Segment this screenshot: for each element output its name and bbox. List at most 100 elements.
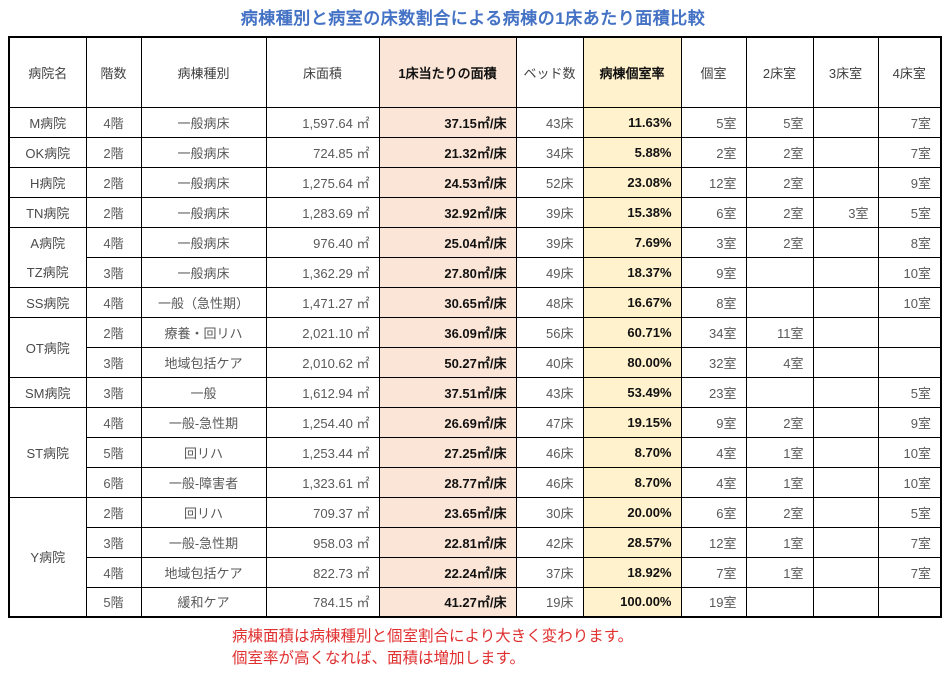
area-per-bed-cell: 21.32㎡/床: [378, 136, 517, 168]
floor-area-cell: 822.73 ㎡: [265, 556, 380, 588]
table-row: 3階 一般-急性期 958.03 ㎡ 22.81㎡/床 42床 28.57% 1…: [9, 526, 942, 558]
hospital-cell: OK病院: [8, 136, 87, 168]
three-bed-room-cell: [812, 436, 879, 468]
four-bed-room-cell: 8室: [877, 226, 942, 258]
four-bed-room-cell: 9室: [877, 166, 942, 198]
private-room-cell: 2室: [680, 136, 747, 168]
three-bed-room-cell: [812, 256, 879, 288]
floor-cell: 4階: [85, 406, 142, 438]
note-line-2: 個室率が高くなれば、面積は増加します。: [232, 650, 525, 668]
private-room-cell: 32室: [680, 346, 747, 378]
three-bed-room-cell: [812, 136, 879, 168]
private-rate-cell: 5.88%: [582, 136, 682, 168]
floor-area-cell: 1,597.64 ㎡: [265, 106, 380, 138]
private-room-cell: 7室: [680, 556, 747, 588]
private-rate-cell: 53.49%: [582, 376, 682, 408]
hospital-cell: TN病院: [8, 196, 87, 228]
floor-area-cell: 1,254.40 ㎡: [265, 406, 380, 438]
area-per-bed-cell: 22.24㎡/床: [378, 556, 517, 588]
ward-type-cell: 一般: [140, 376, 267, 408]
two-bed-room-cell: [745, 256, 814, 288]
four-bed-room-cell: [877, 316, 942, 348]
beds-cell: 43床: [515, 376, 584, 408]
col-header-two-bed-room: 2床室: [745, 36, 814, 108]
floor-area-cell: 1,471.27 ㎡: [265, 286, 380, 318]
ward-type-cell: 一般-急性期: [140, 526, 267, 558]
col-header-four-bed-room: 4床室: [877, 36, 942, 108]
hospital-cell: A病院: [8, 226, 87, 257]
header-row: 病院名 階数 病棟種別 床面積 1床当たりの面積 ベッド数 病棟個室率 個室 2…: [8, 36, 942, 108]
beds-cell: 40床: [515, 346, 584, 378]
three-bed-room-cell: [812, 466, 879, 498]
ward-type-cell: 一般病床: [140, 106, 267, 138]
three-bed-room-cell: [812, 376, 879, 408]
beds-cell: 46床: [515, 436, 584, 468]
three-bed-room-cell: [812, 496, 879, 528]
beds-cell: 19床: [515, 586, 584, 618]
three-bed-room-cell: [812, 346, 879, 378]
ward-type-cell: 療養・回リハ: [140, 316, 267, 348]
ward-type-cell: 地域包括ケア: [140, 346, 267, 378]
floor-area-cell: 1,253.44 ㎡: [265, 436, 380, 468]
floor-cell: 4階: [85, 286, 142, 318]
two-bed-room-cell: 1室: [745, 526, 814, 558]
hospital-cell: ST病院: [8, 406, 87, 498]
beds-cell: 52床: [515, 166, 584, 198]
table-row: SS病院 4階 一般（急性期） 1,471.27 ㎡ 30.65㎡/床 48床 …: [8, 286, 942, 318]
private-room-cell: 12室: [680, 166, 747, 198]
three-bed-room-cell: [812, 316, 879, 348]
private-room-cell: 23室: [680, 376, 747, 408]
floor-cell: 3階: [85, 346, 142, 378]
three-bed-room-cell: [812, 586, 879, 618]
ward-type-cell: 一般病床: [140, 226, 267, 258]
three-bed-room-cell: [812, 406, 879, 438]
table-row: 3階 地域包括ケア 2,010.62 ㎡ 50.27㎡/床 40床 80.00%…: [9, 346, 942, 378]
floor-area-cell: 1,283.69 ㎡: [265, 196, 380, 228]
table-row: 4階 地域包括ケア 822.73 ㎡ 22.24㎡/床 37床 18.92% 7…: [9, 556, 942, 588]
table-row: ST病院 4階 一般-急性期 1,254.40 ㎡ 26.69㎡/床 47床 1…: [8, 406, 942, 498]
two-bed-room-cell: [745, 376, 814, 408]
floor-cell: 6階: [85, 466, 142, 498]
private-rate-cell: 15.38%: [582, 196, 682, 228]
two-bed-room-cell: 1室: [745, 436, 814, 468]
four-bed-room-cell: 5室: [877, 196, 942, 228]
floor-area-cell: 709.37 ㎡: [265, 496, 380, 528]
four-bed-room-cell: 7室: [877, 106, 942, 138]
ward-type-cell: 回リハ: [140, 436, 267, 468]
col-header-three-bed-room: 3床室: [812, 36, 879, 108]
private-rate-cell: 23.08%: [582, 166, 682, 198]
two-bed-room-cell: [745, 286, 814, 318]
col-header-hospital: 病院名: [8, 36, 87, 108]
hospital-cell: TZ病院: [8, 257, 87, 288]
floor-area-cell: 2,021.10 ㎡: [265, 316, 380, 348]
three-bed-room-cell: [812, 556, 879, 588]
two-bed-room-cell: 1室: [745, 466, 814, 498]
private-rate-cell: 100.00%: [582, 586, 682, 618]
two-bed-room-cell: 4室: [745, 346, 814, 378]
private-rate-cell: 20.00%: [582, 496, 682, 528]
two-bed-room-cell: 1室: [745, 556, 814, 588]
two-bed-room-cell: [745, 586, 814, 618]
three-bed-room-cell: 3室: [812, 196, 879, 228]
area-per-bed-cell: 41.27㎡/床: [378, 586, 517, 618]
area-per-bed-cell: 32.92㎡/床: [378, 196, 517, 228]
two-bed-room-cell: 11室: [745, 316, 814, 348]
area-per-bed-cell: 23.65㎡/床: [378, 496, 517, 528]
four-bed-room-cell: 7室: [877, 556, 942, 588]
two-bed-room-cell: 2室: [745, 406, 814, 438]
table-row: M病院 4階 一般病床 1,597.64 ㎡ 37.15㎡/床 43床 11.6…: [8, 106, 942, 138]
beds-cell: 39床: [515, 226, 584, 258]
ward-type-cell: 一般病床: [140, 256, 267, 288]
four-bed-room-cell: 5室: [877, 496, 942, 528]
floor-area-cell: 1,612.94 ㎡: [265, 376, 380, 408]
area-per-bed-cell: 25.04㎡/床: [378, 226, 517, 258]
floor-area-cell: 1,323.61 ㎡: [265, 466, 380, 498]
beds-cell: 39床: [515, 196, 584, 228]
four-bed-room-cell: [877, 346, 942, 378]
table-row: A病院 4階 一般病床 976.40 ㎡ 25.04㎡/床 39床 7.69% …: [8, 226, 942, 258]
floor-cell: 5階: [85, 436, 142, 468]
table-row: OK病院 2階 一般病床 724.85 ㎡ 21.32㎡/床 34床 5.88%…: [8, 136, 942, 168]
four-bed-room-cell: 7室: [877, 526, 942, 558]
private-room-cell: 3室: [680, 226, 747, 258]
col-header-floor: 階数: [85, 36, 142, 108]
